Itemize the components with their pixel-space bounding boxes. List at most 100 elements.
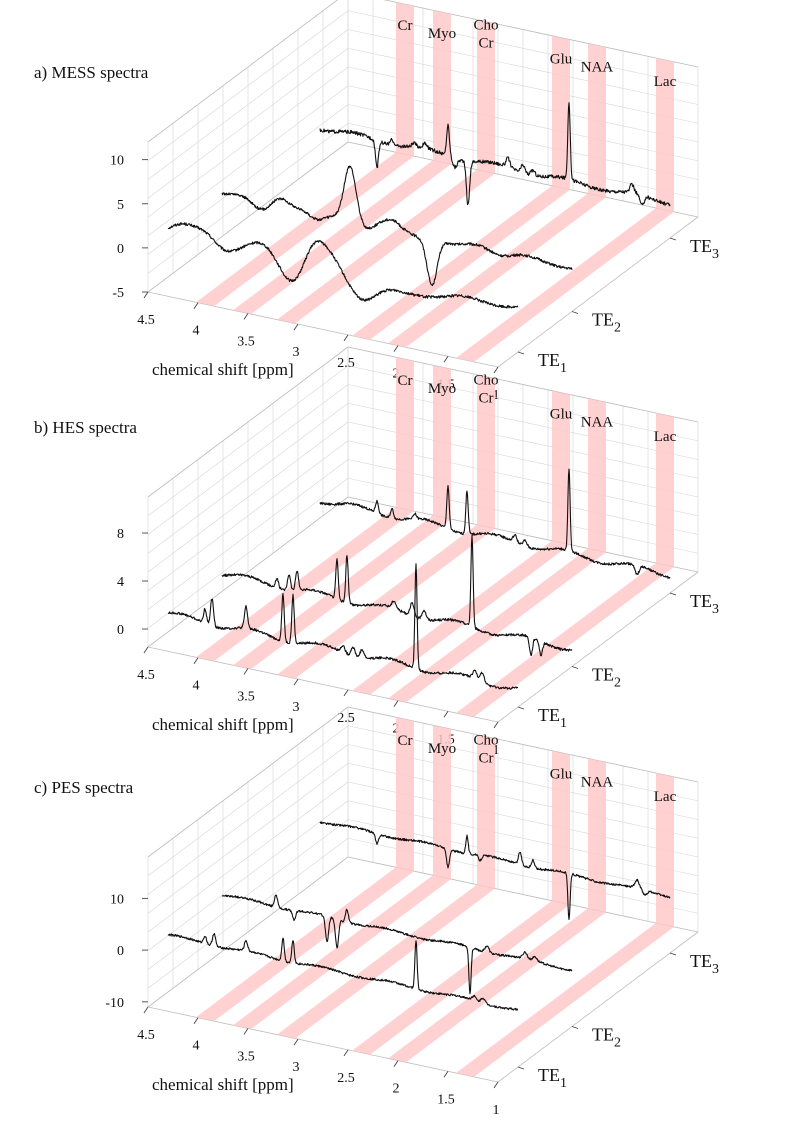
band-myo: Myo bbox=[233, 10, 456, 315]
te-label-2: TE2 bbox=[592, 310, 621, 336]
metabolite-label-glu: Glu bbox=[550, 407, 573, 423]
x-tick-label: 2 bbox=[393, 1082, 400, 1097]
spectrum-te2 bbox=[221, 534, 573, 657]
z-tick-label: -10 bbox=[105, 996, 124, 1011]
metabolite-label-naa: NAA bbox=[581, 59, 614, 75]
x-tick-label: 1 bbox=[493, 743, 500, 758]
x-tick-label: 3.5 bbox=[237, 1049, 255, 1064]
spectrum-te3 bbox=[319, 102, 671, 207]
x-tick-label: 2.5 bbox=[337, 1071, 355, 1086]
te-label-2: TE2 bbox=[592, 1025, 621, 1051]
metabolite-label-cr: Cr bbox=[398, 373, 413, 389]
x-axis-title: chemical shift [ppm] bbox=[152, 360, 294, 379]
panel-2: b) HES spectra Cr Myo Cr Cho Glu NAA Lac 4.5 4 3.5… bbox=[34, 346, 719, 758]
metabolite-label-lac: Lac bbox=[654, 429, 677, 445]
metabolite-label-glu: Glu bbox=[550, 767, 573, 783]
te-label-3: TE3 bbox=[690, 591, 719, 617]
x-tick-label: 4 bbox=[193, 1039, 200, 1054]
z-axis: 10 0 -10 bbox=[105, 892, 148, 1011]
metabolite-label-cr: Cr bbox=[398, 18, 413, 34]
metabolite-label-chocr: Cr bbox=[479, 391, 494, 407]
z-tick-label: -5 bbox=[112, 286, 124, 301]
x-tick-label: 4 bbox=[193, 324, 200, 339]
x-axis: 4.5 4 3.5 3 2.5 2 1.5 1 bbox=[137, 1006, 500, 1118]
spectrum-te3 bbox=[319, 468, 671, 580]
x-axis-title: chemical shift [ppm] bbox=[152, 715, 294, 734]
x-tick-label: 4 bbox=[193, 679, 200, 694]
band-chocr: Cr Cho bbox=[277, 18, 499, 324]
te-label-1: TE1 bbox=[538, 350, 567, 376]
band-lac: Lac bbox=[456, 773, 677, 1077]
spectrum-te1 bbox=[167, 222, 519, 309]
x-tick-label: 3 bbox=[293, 345, 300, 360]
band-chocr: Cr Cho bbox=[277, 733, 499, 1039]
panel-3: c) PES spectra Cr Myo Cr Cho Glu NAA Lac 4.5 4 3.5… bbox=[34, 706, 719, 1118]
metabolite-label-chocr: Cr bbox=[479, 36, 494, 52]
band-cr: Cr bbox=[196, 357, 414, 662]
spectrum-te2 bbox=[221, 894, 573, 995]
z-tick-label: 0 bbox=[117, 242, 124, 257]
te-label-1: TE1 bbox=[538, 1065, 567, 1091]
spectrum-te1 bbox=[167, 933, 519, 1011]
metabolite-label-naa: NAA bbox=[581, 414, 614, 430]
te-axis: TE1 TE2 TE3 bbox=[517, 591, 719, 731]
band-cr: Cr bbox=[196, 2, 414, 307]
x-tick-label: 3.5 bbox=[237, 334, 255, 349]
band-cr: Cr bbox=[196, 717, 414, 1022]
x-axis-title: chemical shift [ppm] bbox=[152, 1075, 294, 1094]
band-glu: Glu bbox=[352, 35, 573, 340]
metabolite-label-cr: Cr bbox=[398, 733, 413, 749]
z-tick-label: 0 bbox=[117, 944, 124, 959]
x-tick-label: 2.5 bbox=[337, 711, 355, 726]
x-tick-label: 1 bbox=[493, 1103, 500, 1118]
z-tick-label: 0 bbox=[117, 623, 124, 638]
metabolite-label-cho: Cho bbox=[473, 373, 498, 389]
panel-title: c) PES spectra bbox=[34, 778, 134, 797]
x-tick-label: 1.5 bbox=[437, 1092, 455, 1107]
z-tick-label: 5 bbox=[117, 198, 124, 213]
back-wall-grid bbox=[147, 706, 699, 1008]
band-chocr: Cr Cho bbox=[277, 373, 499, 679]
metabolite-label-myo: Myo bbox=[428, 381, 456, 397]
metabolite-label-myo: Myo bbox=[428, 741, 456, 757]
metabolite-label-glu: Glu bbox=[550, 52, 573, 68]
x-tick-label: 4.5 bbox=[137, 1028, 155, 1043]
z-tick-label: 10 bbox=[110, 154, 124, 169]
spectrum-te2 bbox=[221, 165, 573, 287]
metabolite-label-naa: NAA bbox=[581, 774, 614, 790]
x-tick-label: 2.5 bbox=[337, 356, 355, 371]
metabolite-label-lac: Lac bbox=[654, 74, 677, 90]
panel-1: a) MESS spectra Cr Myo Cr Cho Glu NAA Lac 4.5 4 3.… bbox=[34, 0, 719, 403]
band-naa: NAA bbox=[388, 758, 614, 1063]
te-label-3: TE3 bbox=[690, 236, 719, 262]
te-label-3: TE3 bbox=[690, 951, 719, 977]
band-naa: NAA bbox=[388, 43, 614, 348]
z-tick-label: 8 bbox=[117, 527, 124, 542]
spectrum-te1 bbox=[167, 563, 519, 690]
panel-title: b) HES spectra bbox=[34, 418, 137, 437]
x-tick-label: 4.5 bbox=[137, 668, 155, 683]
band-glu: Glu bbox=[352, 390, 573, 695]
metabolite-label-myo: Myo bbox=[428, 26, 456, 42]
te-axis: TE1 TE2 TE3 bbox=[517, 951, 719, 1091]
band-glu: Glu bbox=[352, 750, 573, 1055]
metabolite-label-cho: Cho bbox=[473, 18, 498, 34]
z-tick-label: 10 bbox=[110, 892, 124, 907]
metabolite-label-chocr: Cr bbox=[479, 751, 494, 767]
band-myo: Myo bbox=[233, 725, 456, 1030]
te-label-2: TE2 bbox=[592, 665, 621, 691]
x-tick-label: 3 bbox=[293, 700, 300, 715]
te-axis: TE1 TE2 TE3 bbox=[517, 236, 719, 376]
band-lac: Lac bbox=[456, 58, 677, 362]
band-lac: Lac bbox=[456, 413, 677, 717]
band-naa: NAA bbox=[388, 398, 614, 703]
te-label-1: TE1 bbox=[538, 705, 567, 731]
z-axis: 10 5 0 -5 bbox=[110, 154, 148, 301]
band-myo: Myo bbox=[233, 365, 456, 670]
x-tick-label: 1 bbox=[493, 388, 500, 403]
panel-title: a) MESS spectra bbox=[34, 63, 149, 82]
x-tick-label: 3.5 bbox=[237, 689, 255, 704]
metabolite-label-lac: Lac bbox=[654, 789, 677, 805]
x-tick-label: 4.5 bbox=[137, 313, 155, 328]
